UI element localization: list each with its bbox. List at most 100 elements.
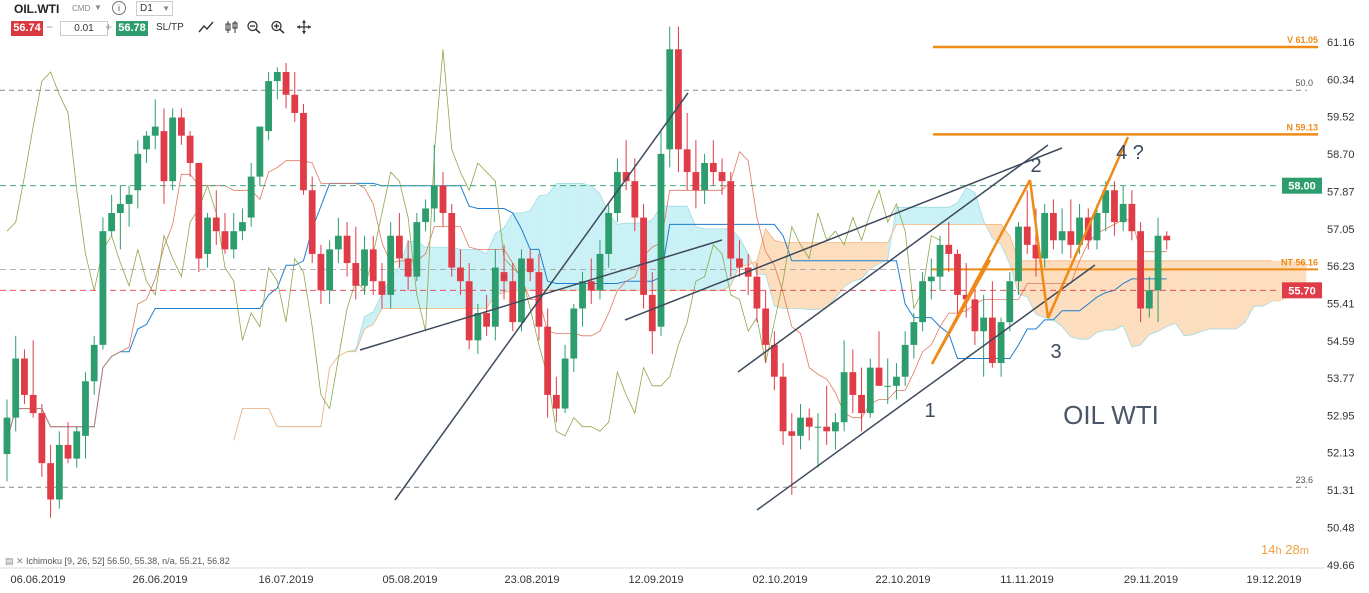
candle[interactable]	[12, 335, 20, 432]
candle[interactable]	[648, 272, 656, 354]
quantity-input[interactable]: 0.01	[60, 21, 108, 36]
sltp-button[interactable]: SL/TP	[156, 22, 184, 33]
candle[interactable]	[1023, 190, 1031, 254]
symbol-name[interactable]: OIL.WTI	[14, 2, 60, 16]
candle[interactable]	[387, 222, 395, 309]
candle[interactable]	[570, 303, 578, 373]
candle[interactable]	[256, 126, 264, 186]
candle[interactable]	[378, 263, 386, 309]
candle[interactable]	[893, 363, 900, 400]
candle[interactable]	[823, 385, 831, 445]
zoom-in-icon[interactable]	[270, 20, 286, 37]
candle[interactable]	[1128, 190, 1136, 241]
candle[interactable]	[509, 263, 517, 332]
candle[interactable]	[212, 190, 220, 245]
candle[interactable]	[640, 203, 647, 309]
candle[interactable]	[675, 26, 682, 173]
candle[interactable]	[1015, 222, 1022, 295]
candle[interactable]	[134, 140, 142, 209]
candle[interactable]	[1111, 181, 1118, 236]
quantity-increase-button[interactable]: +	[105, 20, 113, 34]
candle[interactable]	[308, 176, 316, 264]
candle[interactable]	[404, 240, 412, 291]
candle[interactable]	[143, 131, 150, 163]
candle[interactable]	[73, 426, 81, 468]
candle[interactable]	[945, 222, 953, 273]
candle[interactable]	[116, 185, 124, 250]
candle[interactable]	[369, 235, 377, 295]
candle[interactable]	[901, 331, 909, 386]
quantity-decrease-button[interactable]: −	[46, 20, 54, 34]
candle[interactable]	[1145, 276, 1153, 318]
candle[interactable]	[108, 194, 116, 236]
candle[interactable]	[465, 263, 473, 350]
candle[interactable]	[770, 331, 778, 391]
candle[interactable]	[38, 404, 46, 477]
candle[interactable]	[605, 203, 613, 268]
candle[interactable]	[230, 212, 238, 259]
zoom-out-icon[interactable]	[246, 20, 262, 37]
candle[interactable]	[413, 212, 421, 282]
candle[interactable]	[169, 108, 177, 191]
sell-price-button[interactable]: 56.74	[11, 21, 43, 36]
candle[interactable]	[988, 281, 996, 368]
candle[interactable]	[858, 367, 865, 432]
candles-tool-icon[interactable]	[224, 20, 240, 37]
candle[interactable]	[396, 212, 403, 268]
candle[interactable]	[265, 72, 272, 141]
crosshair-icon[interactable]	[296, 20, 312, 37]
candle[interactable]	[186, 131, 194, 177]
candle[interactable]	[29, 340, 37, 418]
candle[interactable]	[334, 217, 342, 264]
candle[interactable]	[927, 258, 935, 300]
ichimoku-indicator-label[interactable]: ▤ ✕ Ichimoku [9, 26, 52] 56.50, 55.38, n…	[5, 556, 230, 567]
candle[interactable]	[439, 172, 447, 227]
candle[interactable]	[849, 349, 857, 414]
candle[interactable]	[997, 317, 1005, 377]
candle[interactable]	[221, 212, 229, 254]
candle[interactable]	[317, 244, 325, 304]
candle[interactable]	[692, 140, 700, 209]
candle[interactable]	[579, 272, 586, 327]
candle[interactable]	[954, 249, 961, 318]
info-icon[interactable]: i	[112, 1, 126, 15]
candle[interactable]	[82, 372, 89, 459]
candle[interactable]	[561, 344, 569, 414]
candle[interactable]	[980, 294, 988, 377]
candle[interactable]	[352, 226, 360, 300]
candle[interactable]	[1006, 272, 1014, 332]
candle[interactable]	[788, 413, 796, 495]
candle[interactable]	[422, 199, 429, 232]
candle[interactable]	[3, 399, 11, 482]
candle[interactable]	[866, 358, 874, 418]
candle[interactable]	[361, 235, 368, 295]
candle[interactable]	[151, 99, 159, 150]
candle[interactable]	[204, 212, 211, 268]
candle[interactable]	[491, 249, 499, 341]
candle[interactable]	[805, 408, 813, 441]
candle[interactable]	[840, 340, 848, 432]
candle[interactable]	[500, 244, 508, 300]
candle[interactable]	[736, 240, 743, 277]
candle[interactable]	[753, 263, 761, 323]
candle[interactable]	[1154, 217, 1162, 323]
candle[interactable]	[326, 240, 334, 304]
candle[interactable]	[1058, 208, 1066, 254]
candle[interactable]	[587, 258, 595, 304]
candle[interactable]	[430, 144, 438, 223]
candle[interactable]	[910, 313, 918, 359]
candle[interactable]	[526, 249, 534, 282]
candle[interactable]	[1163, 231, 1171, 250]
indicator-settings-icon[interactable]: ▤ ✕	[5, 556, 27, 566]
candle[interactable]	[483, 294, 490, 336]
candle[interactable]	[474, 303, 482, 354]
candle[interactable]	[919, 272, 926, 332]
candle[interactable]	[178, 108, 185, 145]
candle[interactable]	[622, 140, 630, 191]
candle[interactable]	[21, 349, 28, 405]
candle[interactable]	[936, 235, 944, 291]
candle[interactable]	[47, 444, 54, 518]
timeframe-select[interactable]: D1 ▼	[136, 1, 173, 16]
candle[interactable]	[797, 404, 804, 450]
